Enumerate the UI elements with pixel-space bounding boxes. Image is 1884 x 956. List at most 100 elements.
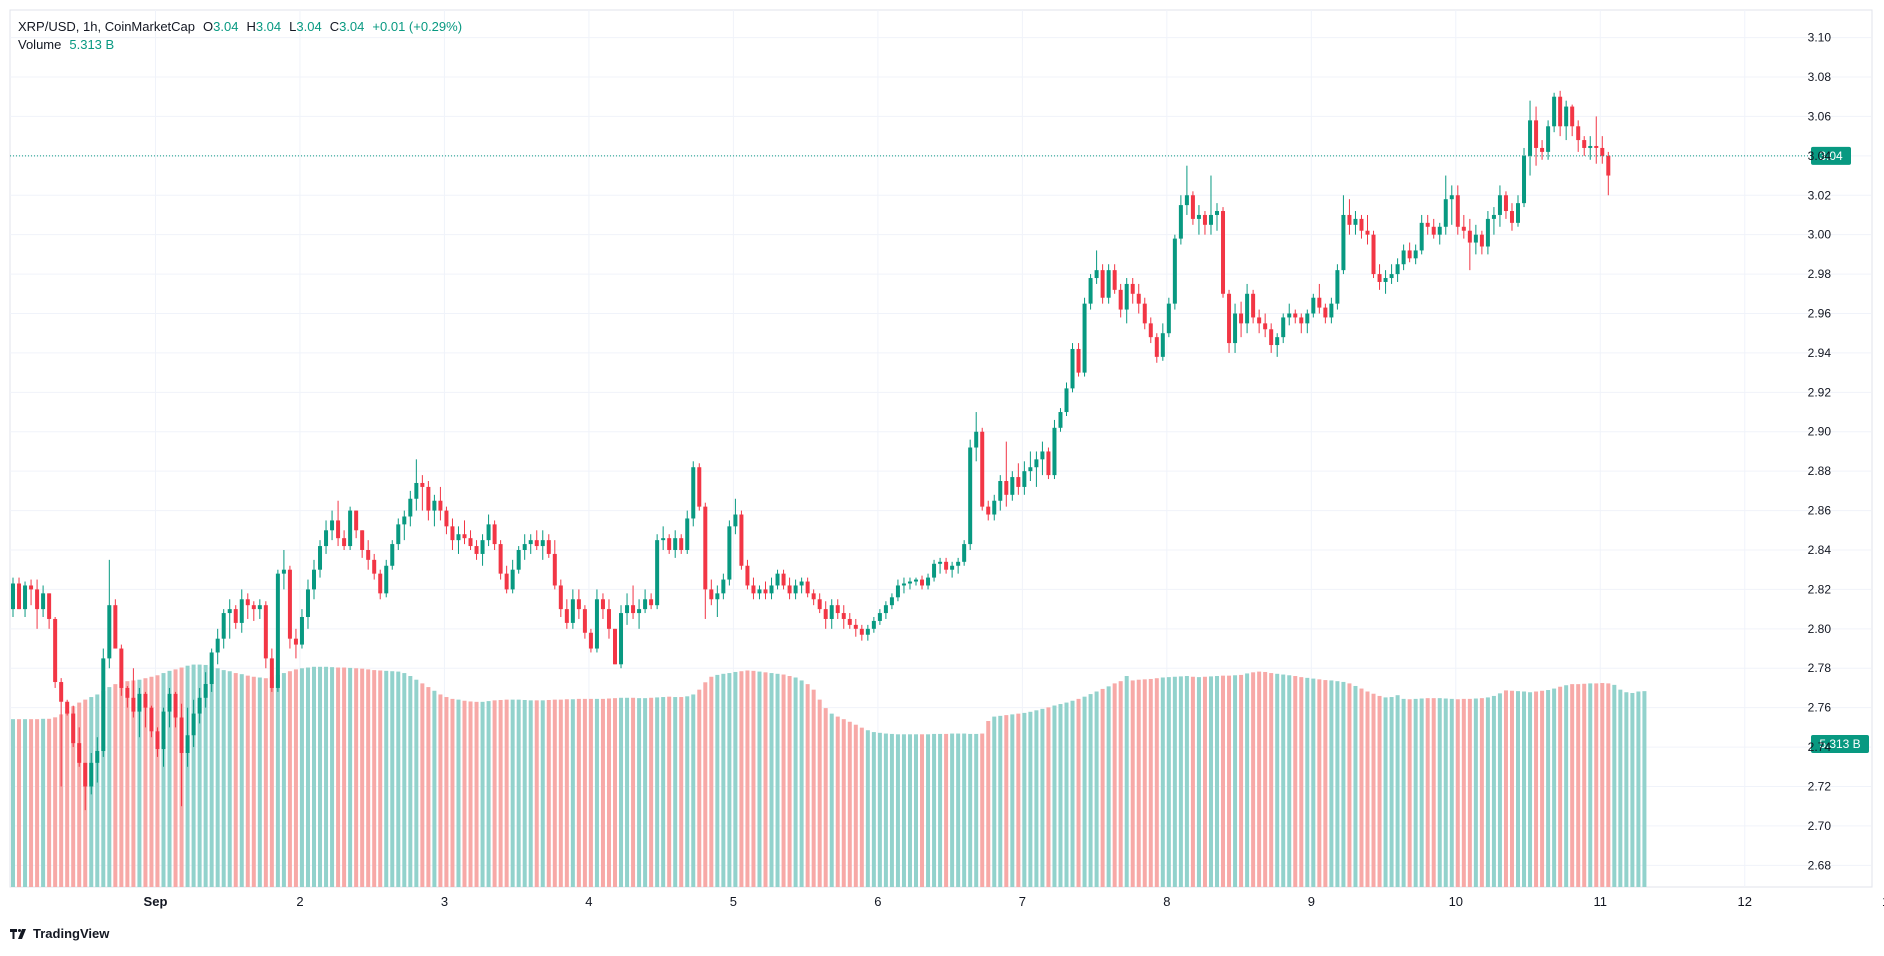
candle-body	[1311, 297, 1316, 314]
candle-body	[396, 524, 401, 545]
volume-bar	[318, 666, 323, 887]
volume-bar	[1600, 683, 1605, 887]
volume-bar	[1016, 713, 1021, 887]
candle	[763, 581, 768, 600]
candle-body	[685, 518, 690, 550]
candle	[1570, 104, 1575, 137]
candle-body	[1100, 270, 1105, 298]
candle-body	[552, 553, 557, 586]
candle	[998, 475, 1003, 511]
candle	[486, 514, 491, 547]
volume-bar	[71, 706, 76, 887]
candle	[1552, 92, 1557, 133]
tradingview-logo-icon	[10, 928, 26, 939]
candle-body	[914, 579, 918, 582]
candle-body	[1443, 199, 1448, 227]
candle-body	[137, 693, 142, 712]
y-tick-label: 3.10	[1808, 31, 1832, 45]
candle	[396, 518, 401, 550]
volume-bar	[185, 665, 190, 887]
volume-bar	[1088, 694, 1093, 887]
candle-body	[1335, 270, 1340, 304]
x-tick-label: Sep	[144, 894, 168, 909]
volume-bar	[299, 668, 304, 887]
volume-bar	[763, 672, 768, 887]
volume-bar	[600, 698, 605, 887]
candle-body	[438, 500, 443, 511]
candle	[613, 628, 617, 665]
candle	[1419, 214, 1424, 255]
candle	[1335, 264, 1340, 310]
volume-bar	[378, 670, 383, 887]
candle-body	[1004, 481, 1009, 495]
candle	[859, 624, 864, 641]
volume-bar	[853, 724, 858, 887]
volume-bar	[968, 733, 973, 887]
candle	[883, 601, 888, 619]
candle	[522, 534, 527, 560]
candle-body	[17, 583, 22, 610]
candle-body	[1413, 250, 1418, 259]
volume-bar	[1522, 691, 1527, 887]
volume-bar	[41, 718, 46, 887]
candle	[107, 559, 112, 669]
volume-bar	[901, 734, 906, 887]
candle-body	[793, 585, 798, 594]
volume-bar	[1293, 676, 1298, 887]
volume-bar	[233, 673, 238, 887]
volume-bar	[125, 681, 130, 887]
candle	[269, 648, 274, 692]
candle	[1425, 214, 1430, 235]
volume-bar	[221, 670, 226, 887]
candle	[751, 577, 756, 600]
candle	[1359, 214, 1364, 239]
volume-label[interactable]: Volume	[18, 37, 62, 52]
candle-body	[209, 652, 214, 685]
y-tick-label: 2.98	[1808, 267, 1832, 281]
candle	[516, 546, 521, 574]
volume-bar	[998, 715, 1003, 887]
candle	[1401, 244, 1406, 271]
candle-body	[841, 613, 846, 619]
candle	[1461, 214, 1466, 239]
candle	[1449, 185, 1454, 225]
candle-body	[1052, 427, 1057, 476]
candle	[1455, 185, 1460, 235]
candle-body	[1208, 214, 1213, 225]
candle-body	[968, 447, 973, 545]
candle	[637, 599, 642, 629]
candle-body	[1341, 214, 1346, 271]
volume-bar	[606, 698, 611, 887]
candle-body	[582, 609, 587, 633]
tradingview-logo[interactable]: TradingView	[10, 926, 109, 941]
candle	[1503, 191, 1508, 219]
axis-layer: 2.68 2.70 2.72 2.74 2.76 2.78 2.80 2.82 2.84 2.86…	[144, 31, 1884, 909]
volume-bar	[877, 732, 882, 887]
candle-body	[546, 540, 551, 554]
candle	[462, 520, 467, 545]
volume-bar	[534, 700, 539, 887]
candle-body	[504, 573, 509, 590]
candle-body	[1606, 155, 1611, 176]
volume-bar	[950, 733, 955, 887]
volume-bar	[721, 673, 726, 887]
candle	[275, 569, 280, 692]
candle-body	[408, 498, 413, 517]
candle	[1094, 250, 1099, 284]
volume-bar	[155, 675, 160, 887]
volume-bar	[613, 698, 617, 887]
volume-bar	[1443, 698, 1448, 887]
candle	[372, 553, 377, 580]
volume-bar	[679, 697, 684, 887]
candle-body	[450, 526, 455, 541]
volume-bar	[817, 699, 822, 887]
volume-bar	[739, 671, 744, 887]
candle	[1106, 264, 1111, 304]
volume-bar	[667, 696, 672, 887]
candle	[1076, 343, 1081, 377]
volume-bar	[558, 699, 563, 887]
volume-bar	[847, 721, 852, 887]
symbol-title[interactable]: XRP/USD, 1h, CoinMarketCap	[18, 19, 196, 34]
